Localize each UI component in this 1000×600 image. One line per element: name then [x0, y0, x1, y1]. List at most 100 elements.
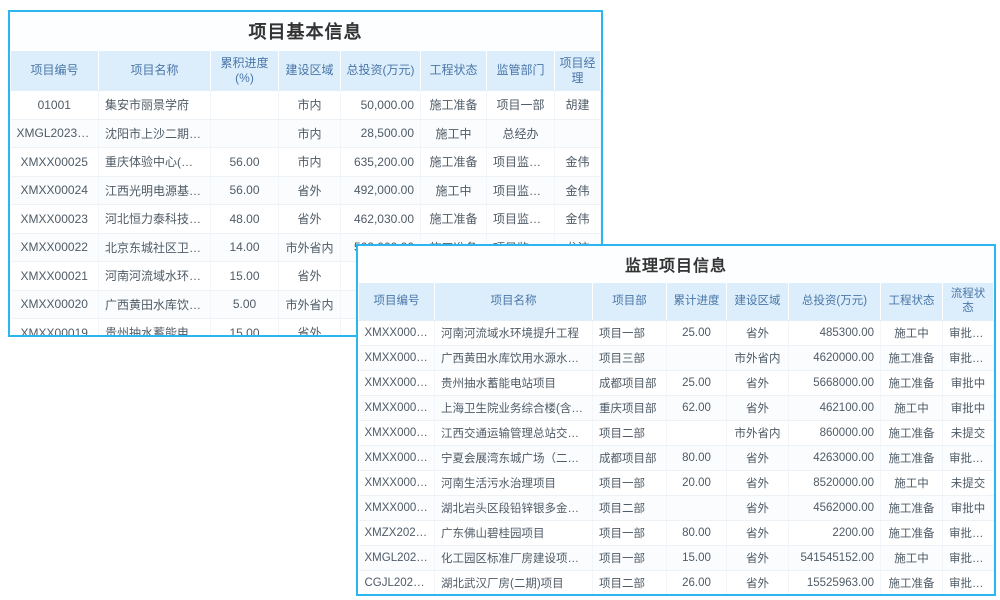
- cell-link-code[interactable]: XMXX00016: [358, 445, 435, 471]
- cell-link-name[interactable]: 河北恒力泰科技大型...: [98, 204, 211, 234]
- table-row[interactable]: XMXX00014湖北岩头区段铅锌银多金属矿开采...项目二部 省外4562000…: [358, 495, 994, 521]
- table-row[interactable]: XMXX00021 河南河流域水环境提升工程 项目一部 25.00 省外 485300.0…: [358, 320, 994, 346]
- table-row[interactable]: XMXX00016宁夏会展湾东城广场（二期）工程成都项目部80.00省外4263…: [358, 445, 994, 471]
- panel-b-col-header[interactable]: 项目编号: [358, 282, 435, 321]
- panel-b-col-header[interactable]: 总投资(万元): [788, 282, 881, 321]
- cell-link-name[interactable]: 贵州抽水蓄能电站项目: [98, 318, 211, 335]
- cell-link-dept[interactable]: 项目一部: [592, 320, 667, 346]
- cell-link-name[interactable]: 广西黄田水库饮用水源水质保护项目: [434, 345, 593, 371]
- table-row[interactable]: XMGL20220...化工园区标准厂房建设项目一期项目项目一部15.00省外5…: [358, 545, 994, 571]
- cell-link-code[interactable]: XMXX00019: [358, 370, 435, 396]
- cell-link-dept[interactable]: 项目三部: [592, 345, 667, 371]
- panel-b-col-header[interactable]: 流程状态: [942, 282, 994, 321]
- panel-b-col-header[interactable]: 项目名称: [434, 282, 593, 321]
- cell-link-code[interactable]: XMXX00021: [358, 320, 435, 346]
- cell-link-name[interactable]: 广西黄田水库饮用水...: [98, 290, 211, 319]
- cell-link-name[interactable]: 河南河流域水环境提...: [98, 261, 211, 291]
- cell-link-code[interactable]: XMXX00019: [10, 318, 99, 335]
- panel-b-title: 监理项目信息: [358, 246, 994, 282]
- panel-b-col-header[interactable]: 工程状态: [880, 282, 943, 321]
- cell-link-code[interactable]: 01001: [10, 90, 99, 120]
- cell-region: 省外: [726, 445, 789, 471]
- cell-link-code[interactable]: XMXX00021: [10, 261, 99, 291]
- cell-link-code[interactable]: XMGL20231...: [10, 119, 99, 148]
- panel-a-col-header[interactable]: 项目名称: [98, 50, 211, 91]
- table-row[interactable]: XMXX00020广西黄田水库饮用水源水质保护项目项目三部 市外省内4620000…: [358, 345, 994, 371]
- cell-link-name[interactable]: 化工园区标准厂房建设项目一期项目: [434, 545, 593, 571]
- cell-invest: 4620000.00: [788, 345, 881, 371]
- cell-link-name[interactable]: 湖北岩头区段铅锌银多金属矿开采...: [434, 495, 593, 521]
- table-row[interactable]: XMZX20220... 广东佛山碧桂园项目 项目一部 80.00 省外 2200.00 施…: [358, 520, 994, 546]
- panel-a-col-header[interactable]: 工程状态: [420, 50, 487, 91]
- panel-b-col-header[interactable]: 累计进度: [666, 282, 727, 321]
- cell-status: 施工准备: [880, 420, 943, 446]
- cell-link-name[interactable]: 江西交通运输管理总站交通枢纽及...: [434, 420, 593, 446]
- panel-a-col-header[interactable]: 建设区域: [278, 50, 341, 91]
- cell-link-code[interactable]: XMXX00020: [358, 345, 435, 371]
- cell-link-name[interactable]: 广东佛山碧桂园项目: [434, 520, 593, 546]
- cell-invest: 28,500.00: [340, 119, 421, 148]
- cell-link-code[interactable]: XMXX00025: [10, 147, 99, 177]
- cell-link-dept[interactable]: 重庆项目部: [592, 395, 667, 421]
- table-row[interactable]: XMXX00019 贵州抽水蓄能电站项目 成都项目部 25.00 省外 5668000.0…: [358, 370, 994, 396]
- cell-link-name[interactable]: 重庆体验中心(叁号...: [98, 147, 211, 177]
- cell-link-name[interactable]: 沈阳市上沙二期一批...: [98, 119, 211, 148]
- cell-link-code[interactable]: XMXX00018: [358, 395, 435, 421]
- cell-progress: 56.00: [210, 147, 279, 177]
- cell-link-code[interactable]: XMXX00022: [10, 233, 99, 262]
- panel-a-col-header[interactable]: 项目经理: [554, 50, 601, 91]
- panel-a-col-header[interactable]: 累积进度 (%): [210, 50, 279, 91]
- cell-link-code[interactable]: XMXX00015: [358, 470, 435, 496]
- cell-link-dept[interactable]: 项目一部: [592, 520, 667, 546]
- cell-link-dept[interactable]: 成都项目部: [592, 445, 667, 471]
- cell-link-code[interactable]: XMXX00023: [10, 204, 99, 234]
- table-row[interactable]: 01001 集安市丽景学府 市内 50,000.00 施工准备 项目一部 胡建: [10, 90, 601, 120]
- cell-link-name[interactable]: 上海卫生院业务综合楼(含业务用...: [434, 395, 593, 421]
- cell-link-dept[interactable]: 项目二部: [592, 420, 667, 446]
- cell-link-name[interactable]: 贵州抽水蓄能电站项目: [434, 370, 593, 396]
- cell-link-code[interactable]: XMXX00020: [10, 290, 99, 319]
- cell-link-name[interactable]: 河南生活污水治理项目: [434, 470, 593, 496]
- cell-region: 市外省内: [726, 420, 789, 446]
- cell-status: 施工中: [420, 119, 487, 148]
- cell-link-dept[interactable]: 项目一部: [592, 545, 667, 571]
- cell-link-name[interactable]: 江西光明电源基地工程: [98, 176, 211, 205]
- cell-status: 施工中: [880, 395, 943, 421]
- cell-link-dept[interactable]: 成都项目部: [592, 370, 667, 396]
- table-row[interactable]: XMXX00015 河南生活污水治理项目 项目一部 20.00 省外 8520000.00…: [358, 470, 994, 496]
- panel-a-col-header[interactable]: 总投资(万元): [340, 50, 421, 91]
- panel-a-col-header[interactable]: 项目编号: [10, 50, 99, 91]
- cell-progress: 15.00: [210, 261, 279, 291]
- panel-b-col-header[interactable]: 项目部: [592, 282, 667, 321]
- cell-link-name[interactable]: 湖北武汉厂房(二期)项目: [434, 570, 593, 594]
- cell-invest: 462,030.00: [340, 204, 421, 234]
- table-row[interactable]: XMXX00018上海卫生院业务综合楼(含业务用...重庆项目部62.00省外4…: [358, 395, 994, 421]
- panel-a-col-header[interactable]: 监管部门: [486, 50, 555, 91]
- table-row[interactable]: XMXX00024江西光明电源基地工程56.00省外492,000.00施工中项…: [10, 176, 601, 205]
- cell-link-name[interactable]: 集安市丽景学府: [98, 90, 211, 120]
- cell-link-dept[interactable]: 项目一部: [592, 470, 667, 496]
- status-badge: 未提交: [942, 420, 994, 446]
- cell-link-name[interactable]: 北京东城社区卫生服...: [98, 233, 211, 262]
- cell-status: 施工准备: [420, 147, 487, 177]
- cell-link-code[interactable]: XMXX00024: [10, 176, 99, 205]
- table-row[interactable]: CGJL202205... 湖北武汉厂房(二期)项目 项目二部 26.00 省外 1552…: [358, 570, 994, 594]
- cell-link-code[interactable]: XMXX00014: [358, 495, 435, 521]
- cell-link-dept[interactable]: 项目二部: [592, 495, 667, 521]
- table-row[interactable]: XMGL20231...沈阳市上沙二期一批... 市内28,500.00施工中总经…: [10, 119, 601, 148]
- cell-status: 施工准备: [880, 570, 943, 594]
- table-row[interactable]: XMXX00025 重庆体验中心(叁号... 56.00 市内 635,200.00 施工…: [10, 147, 601, 177]
- cell-link-code[interactable]: CGJL202205...: [358, 570, 435, 594]
- cell-invest: 4562000.00: [788, 495, 881, 521]
- table-row[interactable]: XMXX00017江西交通运输管理总站交通枢纽及...项目二部 市外省内86000…: [358, 420, 994, 446]
- cell-link-code[interactable]: XMXX00017: [358, 420, 435, 446]
- table-row[interactable]: XMXX00023河北恒力泰科技大型...48.00省外462,030.00施工…: [10, 204, 601, 234]
- cell-link-name[interactable]: 河南河流域水环境提升工程: [434, 320, 593, 346]
- panel-b-col-header[interactable]: 建设区域: [726, 282, 789, 321]
- cell-link-code[interactable]: XMGL20220...: [358, 545, 435, 571]
- cell-progress: 5.00: [210, 290, 279, 319]
- cell-link-dept[interactable]: 项目二部: [592, 570, 667, 594]
- cell-link-name[interactable]: 宁夏会展湾东城广场（二期）工程: [434, 445, 593, 471]
- cell-link-code[interactable]: XMZX20220...: [358, 520, 435, 546]
